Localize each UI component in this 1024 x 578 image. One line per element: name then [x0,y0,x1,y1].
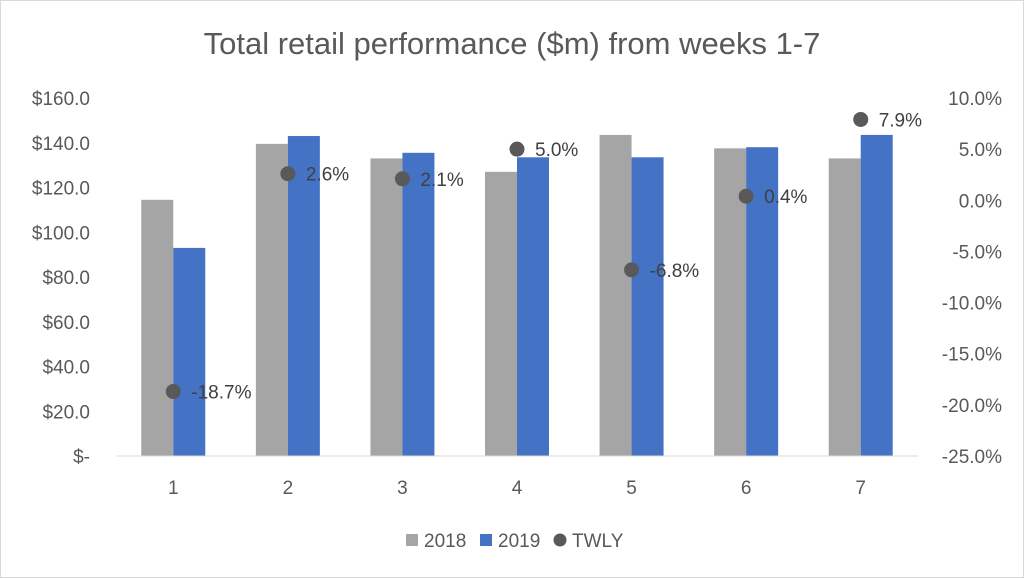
twly-label-week-4: 5.0% [535,140,578,161]
right-tick-label: 10.0% [948,89,1002,110]
bar-2019-week-1 [173,247,206,456]
left-tick-label: $40.0 [42,358,90,379]
left-tick-label: $100.0 [32,223,90,244]
x-tick-label-5: 5 [626,478,637,499]
chart-title: Total retail performance ($m) from weeks… [203,26,821,61]
left-tick-label: $140.0 [32,134,90,155]
twly-label-week-7: 7.9% [879,110,922,131]
right-axis-ticks: -25.0% -20.0% -15.0% -10.0% -5.0% 0.0% 5.0% 10.… [942,89,1002,468]
bar-2019-week-3 [402,152,435,456]
left-tick-label: $120.0 [32,179,90,200]
bar-2018-week-5 [599,134,632,456]
left-tick-label: $60.0 [42,313,90,334]
twly-label-week-1: -18.7% [191,383,251,404]
left-tick-label: $20.0 [42,402,90,423]
legend-label-TWLY: TWLY [572,531,624,552]
bar-2019-week-4 [517,157,549,456]
x-tick-label-1: 1 [168,478,179,499]
x-axis-ticks: 1 2 3 4 5 6 7 [168,478,866,499]
legend-swatch-2019 [480,534,492,546]
left-tick-label: $- [73,447,90,468]
bar-2018-week-7 [828,158,861,456]
left-tick-label: $80.0 [42,268,90,289]
right-tick-label: -15.0% [942,345,1002,366]
twly-label-week-3: 2.1% [420,170,463,191]
left-axis-ticks: $- $20.0 $40.0 $60.0 $80.0 $100.0 $120.0 $140.0… [32,89,90,468]
right-tick-label: -5.0% [952,242,1002,263]
x-tick-label-2: 2 [283,478,294,499]
right-tick-label: 0.0% [959,191,1002,212]
twly-point-week-4 [509,141,525,157]
bar-2018-week-4 [485,171,517,456]
twly-label-week-6: 0.4% [764,187,807,208]
left-tick-label: $160.0 [32,89,90,110]
bar-2019-week-5 [631,157,664,456]
twly-label-week-5: -6.8% [650,261,700,282]
right-tick-label: -10.0% [942,294,1002,315]
bar-2018-week-3 [370,158,403,456]
twly-point-week-5 [624,262,640,278]
x-tick-label-4: 4 [512,478,523,499]
legend-label-2019: 2019 [498,531,540,552]
bar-2019-week-7 [860,134,893,456]
bar-2018-week-1 [141,199,174,456]
legend-swatch-TWLY [553,533,567,547]
right-tick-label: -20.0% [942,396,1002,417]
twly-point-week-3 [394,171,410,187]
points-layer: -18.7% 2.6% 2.1% 5.0% -6.8% 0.4% 7.9% [165,110,922,404]
right-tick-label: 5.0% [959,140,1002,161]
bar-2018-week-2 [255,143,288,456]
bars-layer [141,134,893,456]
twly-point-week-6 [738,188,754,204]
twly-label-week-2: 2.6% [306,165,349,186]
twly-point-week-1 [165,384,181,400]
legend-label-2018: 2018 [424,531,466,552]
x-tick-label-7: 7 [855,478,866,499]
x-tick-label-3: 3 [397,478,408,499]
twly-point-week-2 [280,166,296,182]
x-tick-label-6: 6 [741,478,752,499]
bar-2019-week-2 [287,136,320,456]
legend: 2018 2019 TWLY [406,531,624,552]
twly-point-week-7 [853,111,869,127]
legend-swatch-2018 [406,534,418,546]
right-tick-label: -25.0% [942,447,1002,468]
